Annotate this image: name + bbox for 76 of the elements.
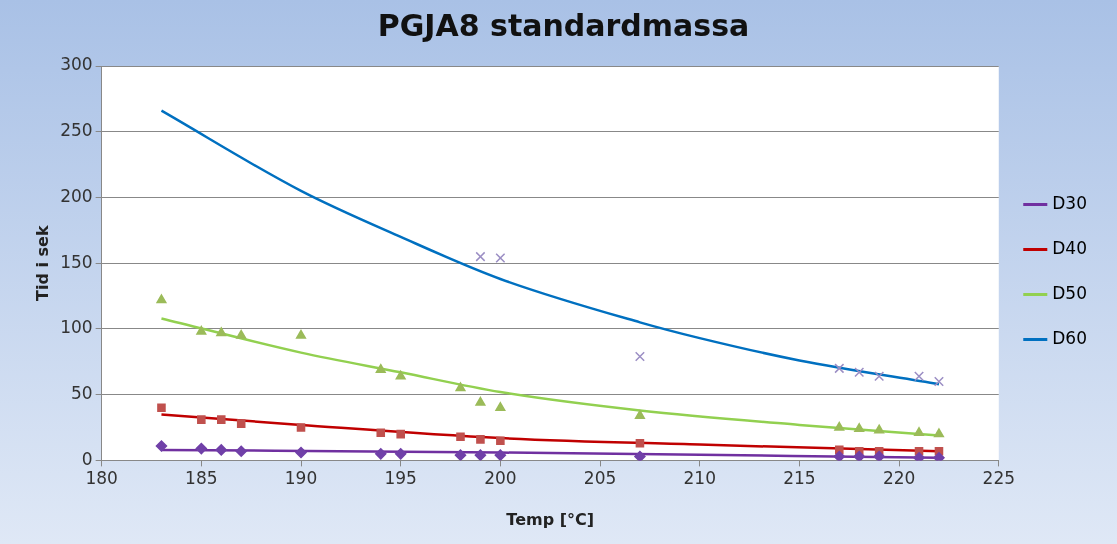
x-tick-label: 190: [284, 468, 318, 489]
point: [375, 363, 386, 373]
legend-label: D50: [1052, 282, 1088, 303]
point: [394, 448, 407, 460]
x-tick-label: 195: [384, 468, 417, 489]
y-tick-label: 300: [60, 54, 93, 75]
point: [295, 329, 307, 339]
point: [196, 325, 207, 335]
chart-title: PGJA8 standardmassa: [377, 7, 750, 43]
point: [216, 327, 227, 337]
y-tick-label: 250: [60, 120, 93, 141]
point: [635, 439, 645, 448]
x-tick-label: 185: [185, 468, 218, 489]
point: [235, 445, 247, 457]
line-series: [160, 109, 941, 386]
x-tick-label: 200: [484, 468, 517, 489]
point: [456, 432, 465, 442]
point: [395, 370, 406, 380]
point: [197, 415, 206, 424]
point: [375, 448, 387, 460]
x-tick-label: 220: [882, 468, 916, 489]
legend-label: D30: [1052, 192, 1088, 213]
y-tick-label: 100: [60, 317, 93, 338]
point: [873, 450, 885, 461]
legend-label: D60: [1052, 327, 1088, 348]
point: [155, 440, 168, 452]
point: [475, 251, 486, 262]
y-tick-label: 150: [60, 251, 93, 272]
point: [215, 444, 228, 456]
point: [236, 329, 247, 339]
point: [933, 452, 945, 461]
x-axis-title: Temp [°C]: [506, 509, 595, 529]
point: [874, 371, 885, 382]
point: [833, 450, 846, 461]
x-tick-label: 210: [683, 468, 716, 489]
point: [236, 419, 246, 428]
point: [496, 436, 505, 445]
point: [495, 252, 506, 263]
x-tick-label: 180: [85, 468, 118, 489]
point: [195, 442, 208, 455]
x-tick-label: 225: [982, 468, 1015, 489]
point: [854, 367, 865, 378]
point: [476, 435, 485, 444]
x-tick-label: 215: [783, 468, 816, 489]
point: [834, 421, 845, 431]
point: [634, 409, 646, 419]
point: [157, 403, 166, 413]
point: [396, 429, 405, 439]
point: [933, 376, 944, 387]
point: [634, 351, 645, 362]
point: [494, 449, 507, 461]
y-tick-label: 0: [81, 448, 93, 469]
point: [874, 424, 885, 434]
point: [495, 402, 506, 412]
point: [216, 415, 226, 424]
point: [295, 446, 307, 459]
point: [454, 449, 467, 461]
point: [913, 427, 925, 437]
point: [933, 428, 945, 438]
point: [634, 450, 646, 461]
x-tick-label: 205: [583, 468, 617, 489]
legend-label: D40: [1052, 237, 1088, 258]
y-tick-label: 200: [60, 185, 93, 206]
point: [376, 428, 386, 438]
point: [854, 423, 865, 433]
point: [853, 450, 865, 461]
point: [474, 449, 487, 461]
point: [834, 363, 845, 374]
y-tick-label: 50: [71, 383, 93, 404]
point: [455, 382, 466, 392]
point: [913, 452, 925, 461]
point: [475, 396, 486, 406]
point: [156, 294, 167, 304]
point: [296, 423, 306, 432]
point: [914, 371, 925, 382]
y-axis-title: Tid i sek: [32, 225, 52, 301]
